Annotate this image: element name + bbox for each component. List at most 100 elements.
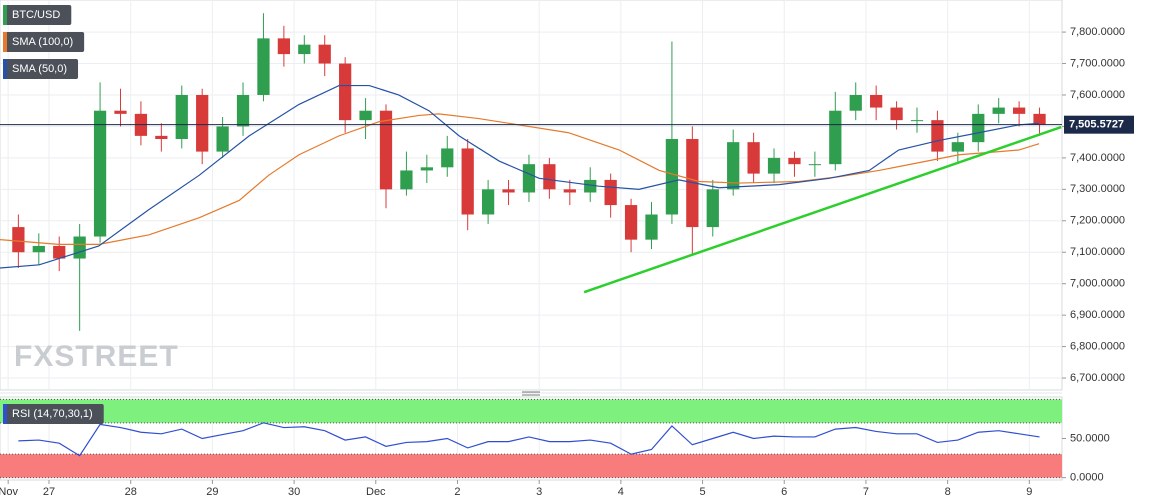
candle-body [992,107,1005,114]
candle-body [931,120,944,152]
series-line [0,84,1040,269]
candle-body [584,179,597,193]
last-price-label: 7,505.5727 [1069,119,1124,131]
candle-body [400,170,413,190]
candle-body [32,245,45,253]
candle-body [318,44,331,64]
candle-body [543,164,556,190]
candle-body [114,110,127,114]
y-tick-label: 7,800.0000 [1070,26,1125,38]
x-tick-label: 28 [125,486,137,498]
candle-body [890,107,903,121]
candle-body [461,148,474,215]
candle-body [870,94,883,108]
rsi-zone [0,399,1062,423]
candle-body [849,94,862,111]
candle-body [298,44,311,55]
candle-body [910,120,924,122]
candle-body [1033,113,1046,125]
x-tick-label: 4 [618,486,624,498]
candle-body [379,110,393,190]
x-tick-label: 7 [863,486,869,498]
divider-handle[interactable] [522,391,540,396]
candle-body [829,110,842,165]
candle-body [441,148,454,168]
legend-label: SMA (50,0) [12,63,67,75]
candle-body [665,139,679,215]
x-tick-label: 8 [945,486,951,498]
legend-swatch [3,59,7,79]
watermark: FXSTREET [14,340,179,373]
candle-body [216,126,229,152]
candle-body [951,142,964,152]
y-tick-label: 6,700.0000 [1070,372,1125,384]
candle-body [257,38,270,95]
x-tick-label: 27 [43,486,55,498]
candle-body [788,157,801,165]
last-price-box [1064,115,1134,134]
legend-box[interactable] [3,5,72,25]
legend-box[interactable] [3,32,85,52]
candle-body [481,189,495,215]
candle-body [93,110,107,237]
candle-body [502,189,515,193]
x-tick-label: 29 [206,486,218,498]
candle-body [359,110,372,121]
x-tick-label: 3 [536,486,542,498]
candle-body [12,227,25,253]
candle-body [706,189,719,228]
y-tick-label: 7,700.0000 [1070,57,1125,69]
legend-label: RSI (14,70,30,1) [12,408,93,420]
candle-body [53,245,66,259]
candle-body [645,214,658,240]
candle-body [73,236,86,259]
legend-swatch [3,404,7,424]
candle-body [972,113,985,143]
legend-swatch [3,5,7,25]
y-tick-label: 7,200.0000 [1070,215,1125,227]
candle-body [196,94,209,152]
candle-body [236,94,250,127]
x-tick-label: 9 [1026,486,1032,498]
candle-body [1012,107,1026,114]
candle-body [175,94,188,140]
y-tick-label: 7,400.0000 [1070,152,1125,164]
x-tick-label: Dec [366,486,386,498]
candle-body [339,63,352,121]
y-tick-label: 7,300.0000 [1070,183,1125,195]
legend-label: SMA (100,0) [12,36,73,48]
candle-body [277,38,291,55]
y-tick-label: 50.0000 [1070,432,1110,444]
y-tick-label: 7,000.0000 [1070,278,1125,290]
candle-body [624,205,638,240]
y-tick-label: 0.0000 [1070,472,1104,484]
candle-body [767,157,781,174]
x-tick-label: 2 [454,486,460,498]
candle-body [522,164,536,193]
legend-box[interactable] [3,404,104,424]
candle-body [155,135,168,140]
y-tick-label: 7,100.0000 [1070,246,1125,258]
legend-label: BTC/USD [12,9,60,21]
x-tick-label: 6 [781,486,787,498]
candle-body [727,142,740,190]
candle-body [604,179,617,206]
rsi-zone [0,454,1062,478]
y-tick-label: 6,900.0000 [1070,309,1125,321]
x-tick-label: 30 [288,486,300,498]
candle-body [420,167,433,171]
legend-box[interactable] [3,59,79,79]
main-panel [0,0,1063,391]
candle-body [563,189,576,193]
candle-body [747,142,760,174]
y-tick-label: 7,600.0000 [1070,89,1125,101]
trendline [583,125,1062,294]
candle-body [808,164,822,166]
legend-swatch [3,32,7,52]
y-tick-label: 6,800.0000 [1070,341,1125,353]
series-line [18,422,1040,457]
x-tick-label: 5 [699,486,705,498]
x-tick-label: Nov [0,486,18,498]
